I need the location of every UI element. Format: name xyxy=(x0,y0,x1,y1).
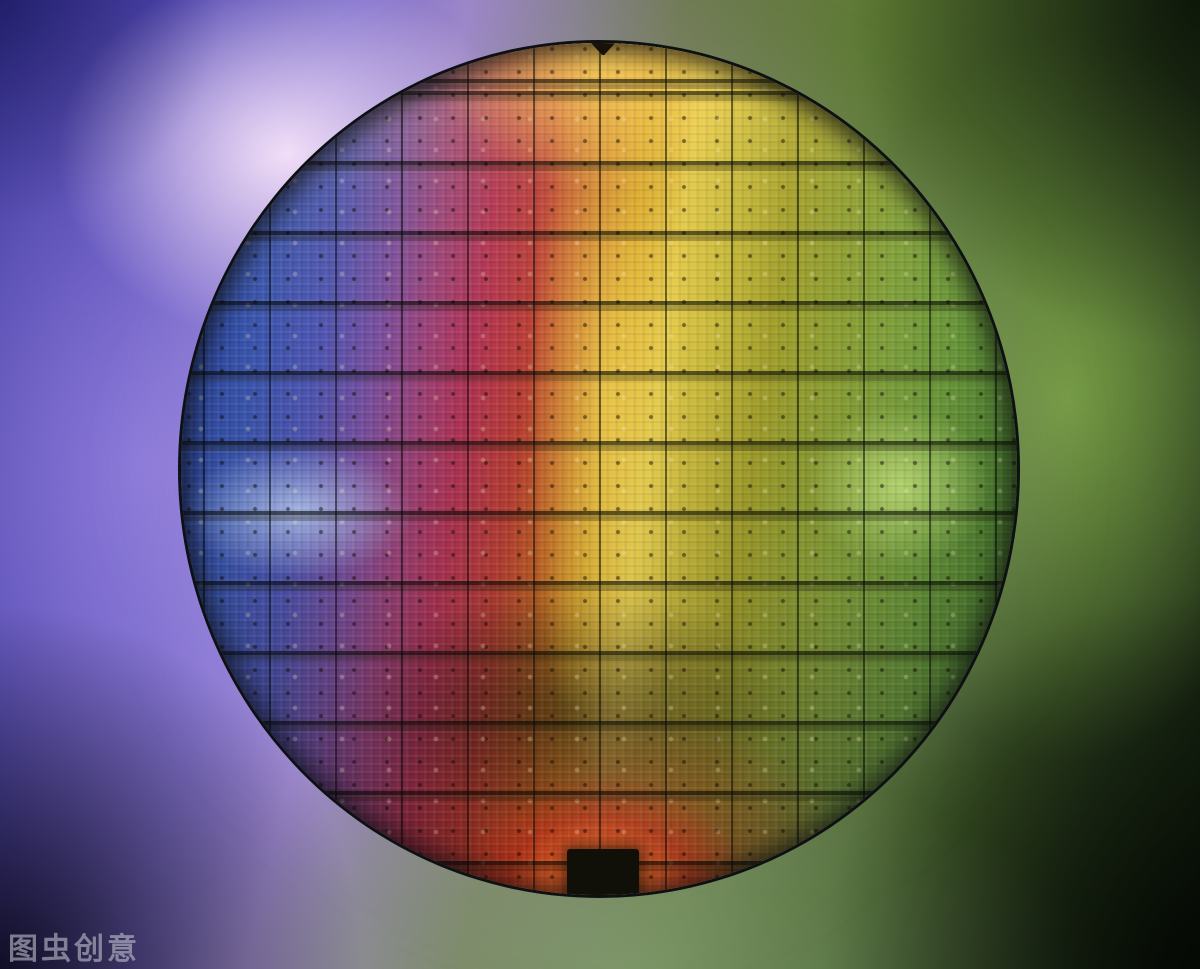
silicon-wafer xyxy=(178,40,1020,898)
watermark-text: 图虫创意 xyxy=(8,933,140,966)
die-grid-scribe-lines xyxy=(181,43,1017,895)
wafer-edge-rim xyxy=(181,43,1017,895)
wafer-bottom-tab xyxy=(567,849,640,895)
